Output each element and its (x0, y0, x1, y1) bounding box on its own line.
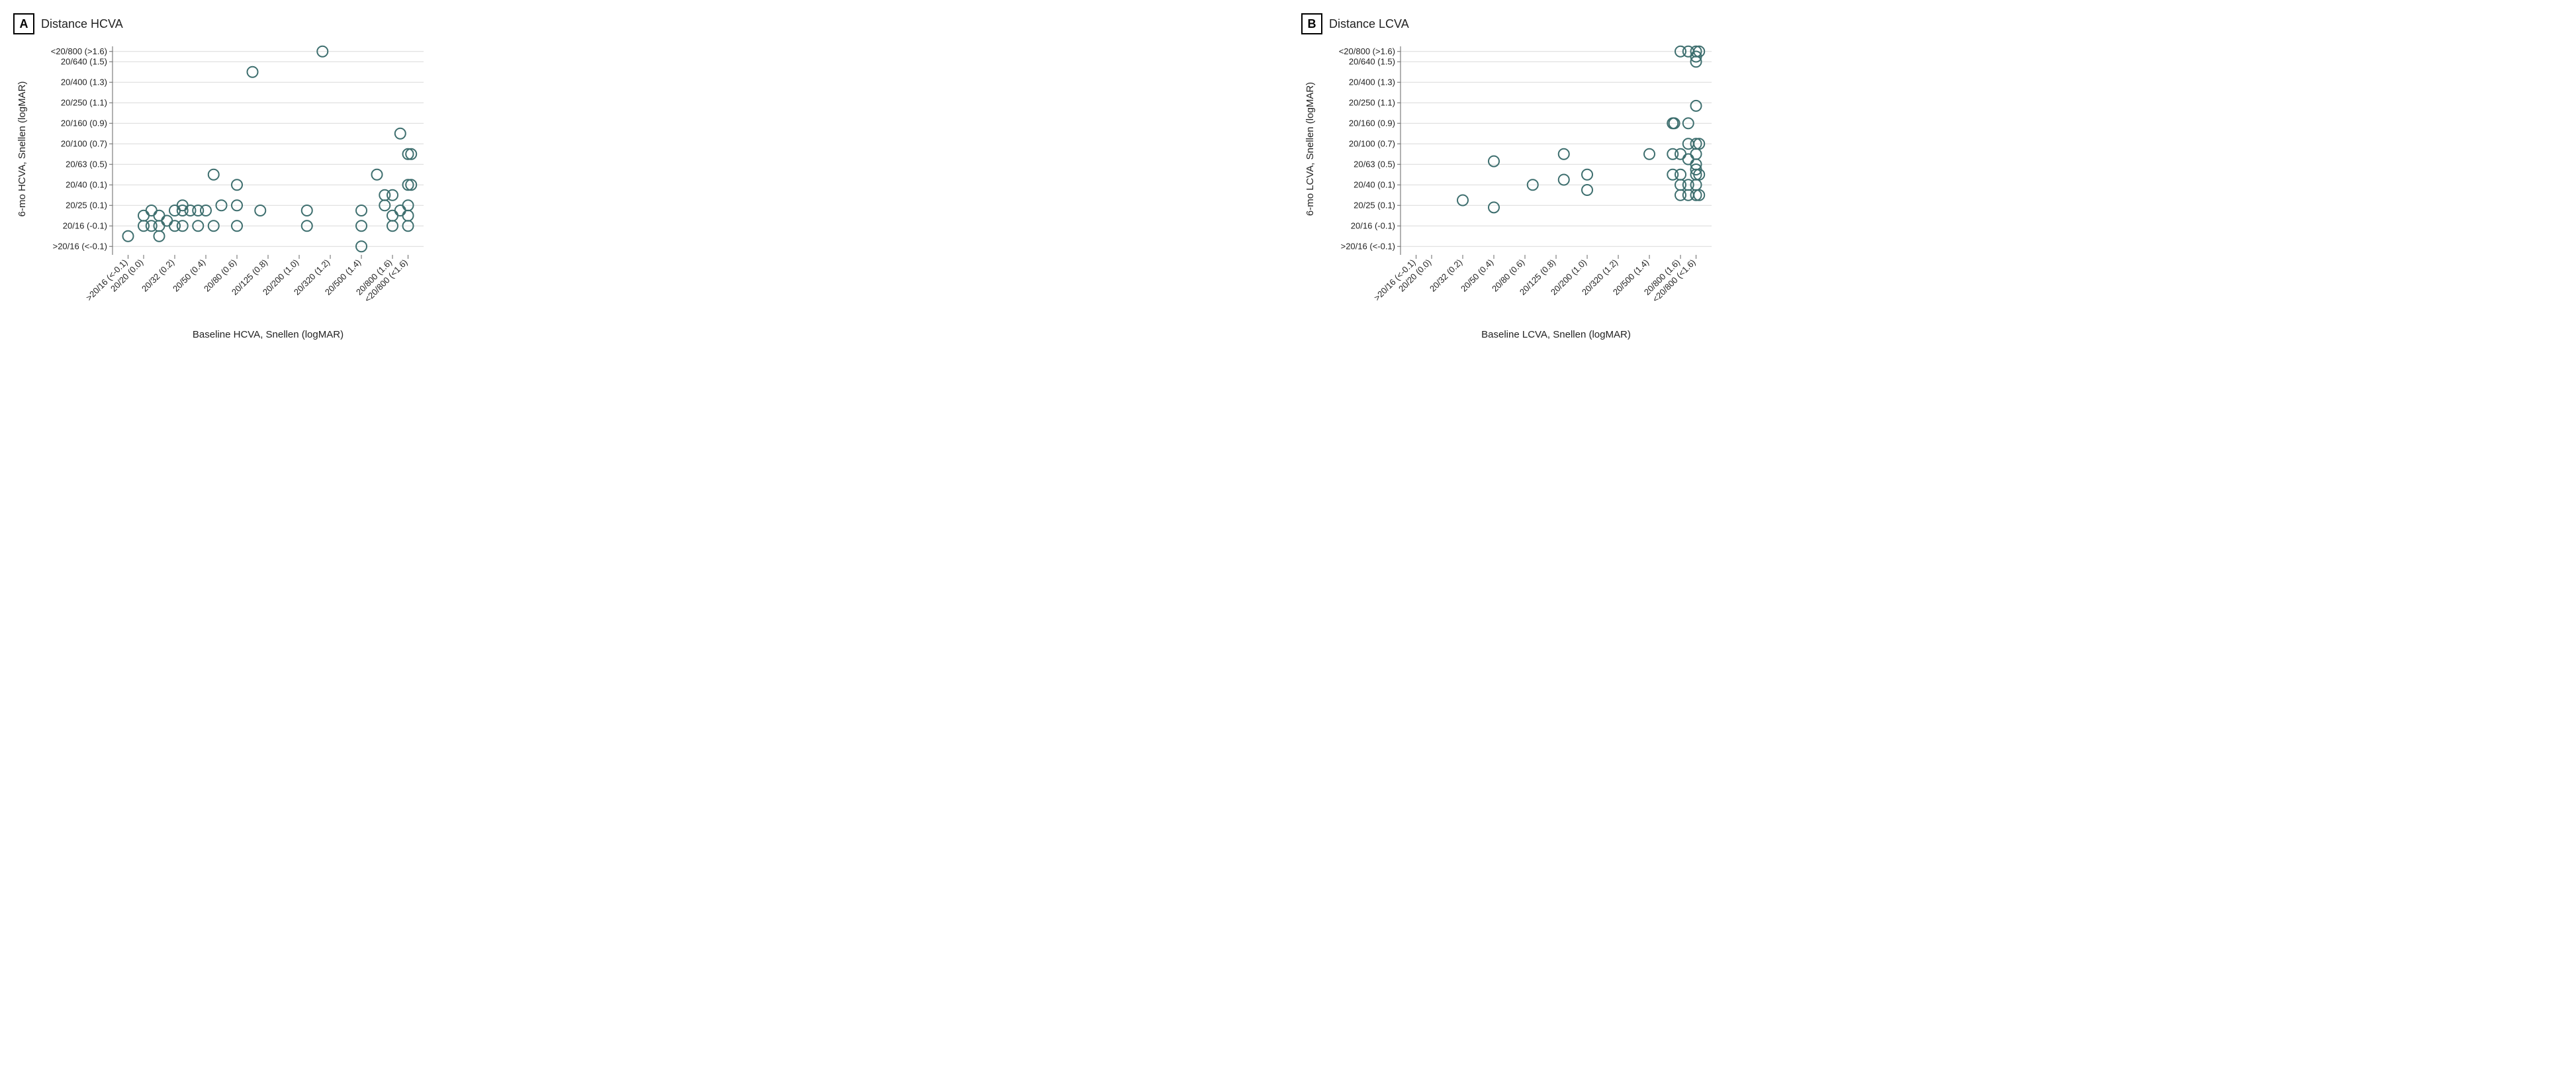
x-tick-label: 20/32 (0.2) (140, 258, 176, 294)
data-point (372, 169, 383, 180)
data-point (356, 205, 367, 216)
y-tick-label: 20/63 (0.5) (1354, 159, 1395, 169)
data-point (403, 211, 414, 221)
panel-a-title: Distance HCVA (41, 17, 123, 31)
y-tick-label: >20/16 (<-0.1) (1341, 241, 1395, 251)
data-point (1582, 185, 1592, 195)
y-tick-label: 20/160 (0.9) (61, 118, 107, 128)
y-tick-label: 20/250 (1.1) (61, 97, 107, 107)
data-point (154, 231, 165, 242)
y-tick-label: 20/25 (0.1) (66, 200, 107, 210)
chart-b: >20/16 (<-0.1) 20/16 (-0.1) 20/25 (0.1) 20/… (1301, 40, 2563, 344)
y-tick-label: 20/640 (1.5) (61, 56, 107, 66)
y-tick-label: 20/400 (1.3) (61, 77, 107, 87)
data-point (123, 231, 134, 242)
chart-a: >20/16 (<-0.1) 20/16 (-0.1) 20/25 (0.1) 20/… (13, 40, 1275, 344)
y-tick-label: 20/250 (1.1) (1349, 97, 1395, 107)
scatter-plot: >20/16 (<-0.1) 20/16 (-0.1) 20/25 (0.1) 20/… (13, 40, 437, 344)
data-point (1675, 149, 1686, 160)
y-tick-label: 20/640 (1.5) (1349, 56, 1395, 66)
data-point (201, 205, 211, 216)
panel-a-letter: A (13, 13, 34, 34)
y-tick-label: 20/16 (-0.1) (1351, 220, 1395, 230)
data-point (1644, 149, 1655, 160)
panel-b-header: B Distance LCVA (1301, 13, 2563, 34)
y-tick-label: 20/25 (0.1) (1354, 200, 1395, 210)
data-point (395, 128, 406, 139)
x-tick-label: 20/32 (0.2) (1428, 258, 1464, 294)
panel-a-header: A Distance HCVA (13, 13, 1275, 34)
data-point (1675, 169, 1686, 180)
y-tick-label: 20/63 (0.5) (66, 159, 107, 169)
data-point (1691, 101, 1702, 111)
data-point (1489, 156, 1499, 167)
data-point (387, 190, 398, 201)
x-axis-label: Baseline LCVA, Snellen (logMAR) (1481, 329, 1631, 340)
data-point (1457, 195, 1468, 206)
data-point (146, 205, 157, 216)
data-point (1582, 169, 1592, 180)
data-point (1489, 202, 1499, 212)
data-point (208, 169, 219, 180)
x-axis-label: Baseline HCVA, Snellen (logMAR) (193, 329, 344, 340)
data-point (255, 205, 265, 216)
panel-b-title: Distance LCVA (1329, 17, 1409, 31)
y-tick-label: 20/16 (-0.1) (63, 220, 107, 230)
data-point (302, 205, 312, 216)
panel-a: A Distance HCVA >20/16 (<-0.1) 20/16 (-0.… (13, 13, 1275, 344)
y-tick-label: 20/160 (0.9) (1349, 118, 1395, 128)
y-tick-label: >20/16 (<-0.1) (53, 241, 107, 251)
data-point (1683, 154, 1694, 165)
panel-b: B Distance LCVA >20/16 (<-0.1) 20/16 (-0.… (1301, 13, 2563, 344)
y-tick-label: 20/100 (0.7) (61, 138, 107, 148)
x-tick-label: 20/50 (0.4) (1459, 258, 1495, 294)
data-point (387, 211, 398, 221)
y-tick-label: 20/40 (0.1) (66, 179, 107, 189)
y-axis-label: 6-mo LCVA, Snellen (logMAR) (1305, 82, 1316, 216)
y-tick-label: 20/40 (0.1) (1354, 179, 1395, 189)
data-point (161, 216, 172, 226)
y-tick-label: <20/800 (>1.6) (1339, 46, 1395, 56)
y-tick-label: 20/100 (0.7) (1349, 138, 1395, 148)
x-tick-label: 20/50 (0.4) (171, 258, 207, 294)
panel-b-letter: B (1301, 13, 1322, 34)
figure-row: A Distance HCVA >20/16 (<-0.1) 20/16 (-0.… (13, 13, 2563, 344)
y-tick-label: <20/800 (>1.6) (51, 46, 107, 56)
data-point (395, 205, 406, 216)
data-point (1559, 149, 1569, 160)
y-axis-label: 6-mo HCVA, Snellen (logMAR) (17, 81, 28, 217)
data-point (1559, 175, 1569, 185)
data-point (138, 211, 149, 221)
data-point (154, 211, 165, 221)
data-point (1691, 149, 1702, 160)
data-point (248, 67, 258, 77)
scatter-plot: >20/16 (<-0.1) 20/16 (-0.1) 20/25 (0.1) 20/… (1301, 40, 1725, 344)
y-tick-label: 20/400 (1.3) (1349, 77, 1395, 87)
